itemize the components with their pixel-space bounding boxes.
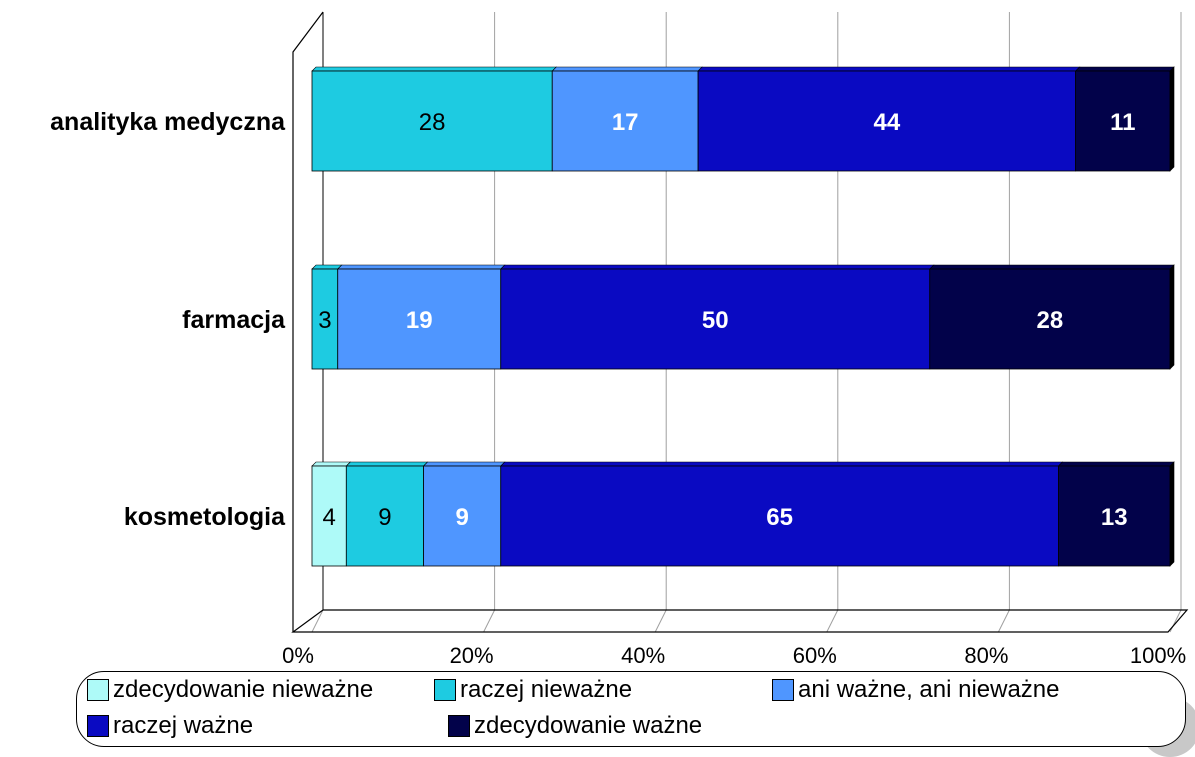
floor-grid-line bbox=[654, 609, 667, 633]
left-wall bbox=[292, 11, 324, 632]
legend-label: ani ważne, ani nieważne bbox=[798, 676, 1060, 703]
bar-segment bbox=[1075, 70, 1171, 172]
bar-segment bbox=[311, 268, 339, 370]
data-label: 19 bbox=[406, 307, 433, 334]
bar-top-face bbox=[311, 66, 557, 72]
data-label: 11 bbox=[1110, 109, 1135, 136]
bar-top-face bbox=[337, 264, 506, 270]
category-label: farmacja bbox=[182, 306, 286, 334]
data-label: 17 bbox=[612, 109, 639, 136]
x-tick-label: 40% bbox=[621, 643, 665, 668]
legend-label: raczej nieważne bbox=[460, 676, 633, 703]
x-tick-label: 0% bbox=[282, 643, 314, 668]
bar-segment bbox=[1058, 465, 1171, 567]
legend-item: raczej ważne bbox=[87, 712, 253, 740]
stacked-bar-chart: 0% 20% 40% 60% 80% 100% analityka medyczna 28 17… bbox=[50, 11, 1189, 668]
x-tick-label: 20% bbox=[450, 643, 494, 668]
data-label: 9 bbox=[455, 504, 468, 531]
bar-top-face bbox=[1074, 66, 1175, 72]
category-label: kosmetologia bbox=[124, 503, 286, 531]
legend-label: zdecydowanie nieważne bbox=[113, 676, 374, 703]
legend-label: zdecydowanie ważne bbox=[474, 712, 703, 739]
bar-segment bbox=[423, 465, 502, 567]
bar-segment bbox=[337, 268, 502, 370]
category-label: analityka medyczna bbox=[50, 108, 286, 136]
data-label: 28 bbox=[419, 109, 446, 136]
legend-swatch bbox=[87, 679, 109, 701]
bar-side-face bbox=[1169, 264, 1175, 370]
data-label: 9 bbox=[378, 504, 391, 531]
bar-top-face bbox=[551, 66, 703, 72]
legend-swatch bbox=[448, 715, 470, 737]
plot-floor bbox=[291, 609, 1189, 633]
data-label: 3 bbox=[318, 307, 331, 334]
bar-segment bbox=[311, 70, 553, 172]
bar-segment bbox=[551, 70, 699, 172]
bar-side-face bbox=[1169, 461, 1175, 567]
bar-top-face bbox=[697, 66, 1081, 72]
legend-item: ani ważne, ani nieważne bbox=[772, 676, 1060, 704]
data-label: 28 bbox=[1037, 307, 1064, 334]
legend-swatch bbox=[434, 679, 456, 701]
x-tick-label: 60% bbox=[793, 643, 837, 668]
bar-top-face bbox=[1057, 461, 1175, 467]
bar-segment bbox=[500, 268, 931, 370]
floor-grid-line bbox=[483, 609, 496, 633]
data-label: 13 bbox=[1101, 504, 1128, 531]
x-tick-label: 80% bbox=[964, 643, 1008, 668]
bar-top-face bbox=[422, 461, 506, 467]
data-label: 65 bbox=[766, 504, 793, 531]
bar-side-face bbox=[1169, 66, 1175, 172]
data-label: 4 bbox=[322, 504, 335, 531]
bar-top-face bbox=[500, 264, 935, 270]
legend-swatch bbox=[87, 715, 109, 737]
legend-item: zdecydowanie ważne bbox=[448, 712, 702, 740]
floor-grid-line bbox=[1169, 609, 1182, 633]
bar-segment bbox=[311, 465, 347, 567]
bar-top-face bbox=[929, 264, 1175, 270]
legend-item: raczej nieważne bbox=[434, 676, 632, 704]
bar-segment bbox=[929, 268, 1171, 370]
bar-top-face bbox=[311, 264, 343, 270]
legend-swatch bbox=[772, 679, 794, 701]
floor-grid-line bbox=[826, 609, 839, 633]
bar-top-face bbox=[500, 461, 1064, 467]
data-label: 50 bbox=[702, 307, 729, 334]
floor-grid-line bbox=[311, 609, 324, 633]
legend: zdecydowanie nieważne raczej nieważne an… bbox=[76, 671, 1186, 747]
floor-grid-line bbox=[997, 609, 1010, 633]
legend-item: zdecydowanie nieważne bbox=[87, 676, 373, 704]
bar-top-face bbox=[311, 461, 352, 467]
bar-top-face bbox=[345, 461, 429, 467]
legend-label: raczej ważne bbox=[113, 712, 254, 739]
bar-segment bbox=[500, 465, 1059, 567]
data-label: 44 bbox=[874, 109, 901, 136]
x-tick-label: 100% bbox=[1130, 643, 1186, 668]
bar-segment bbox=[345, 465, 424, 567]
